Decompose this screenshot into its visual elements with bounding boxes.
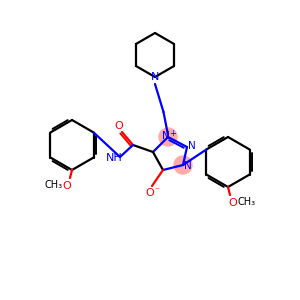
Text: N: N (184, 161, 192, 171)
Text: O: O (63, 181, 71, 191)
Circle shape (159, 128, 177, 146)
Text: +: + (169, 128, 176, 137)
Text: CH₃: CH₃ (238, 197, 256, 207)
Text: CH₃: CH₃ (45, 180, 63, 190)
Text: N: N (162, 131, 170, 141)
Text: NH: NH (106, 153, 122, 163)
Text: O: O (115, 121, 123, 131)
Text: N: N (188, 141, 196, 151)
Circle shape (174, 156, 192, 174)
Text: O: O (229, 198, 237, 208)
Text: O: O (146, 188, 154, 198)
Text: N: N (151, 72, 159, 82)
Text: ⁻: ⁻ (154, 186, 160, 196)
